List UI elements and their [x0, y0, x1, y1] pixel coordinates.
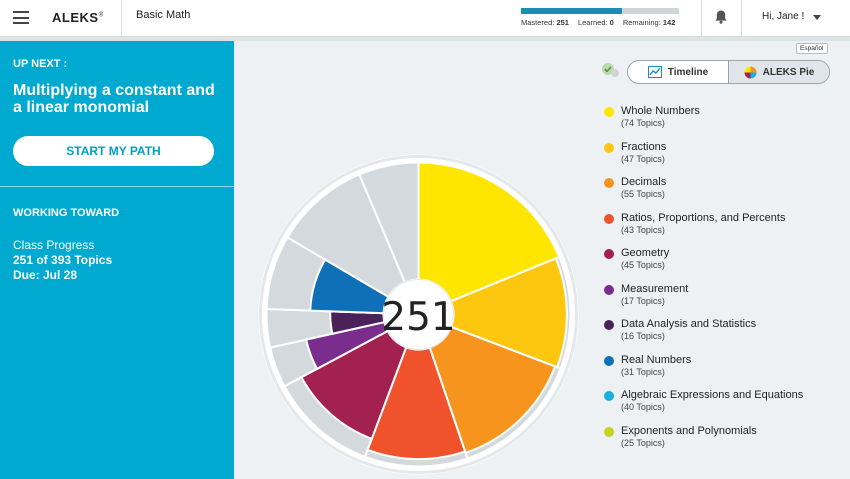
remaining-stat: Remaining: 142	[622, 18, 676, 27]
legend-count: (40 Topics)	[621, 402, 665, 412]
legend-name: Decimals	[621, 176, 667, 188]
header-shadow	[0, 37, 850, 41]
legend-count: (25 Topics)	[621, 437, 665, 448]
legend-name: Exponents and Polynomials	[621, 424, 757, 437]
legend-count: (43 Topics)	[621, 224, 665, 235]
aleks-pie-label: ALEKS Pie	[762, 66, 815, 78]
legend-count: (55 Topics)	[621, 189, 665, 199]
legend-dot	[604, 178, 614, 188]
legend-count: (74 Topics)	[621, 118, 665, 128]
legend-dot	[604, 107, 614, 117]
menu-icon[interactable]	[13, 11, 29, 24]
legend-name: Whole Numbers	[621, 105, 700, 117]
legend-name: Real Numbers	[621, 353, 692, 366]
timeline-label: Timeline	[667, 66, 709, 78]
pie-rim	[259, 155, 578, 474]
class-progress-label: Class Progress	[13, 238, 95, 252]
learned-stat: Learned: 0	[577, 18, 614, 27]
header-divider	[701, 0, 702, 37]
chevron-down-icon[interactable]	[813, 15, 821, 20]
legend-dot	[604, 391, 614, 401]
legend-name: Data Analysis and Statistics	[621, 318, 757, 330]
legend-count: (47 Topics)	[621, 153, 665, 164]
notification-bell-icon[interactable]	[713, 9, 729, 25]
progress-summary: Mastered: 251 Learned: 0 Remaining: 142	[521, 8, 681, 27]
user-menu[interactable]: Hi, Jane !	[762, 11, 805, 22]
header-divider	[741, 0, 742, 37]
due-date: Due: Jul 28	[13, 268, 78, 282]
legend-name: Algebraic Expressions and Equations	[621, 389, 804, 401]
legend-item[interactable]: Exponents and Polynomials (25 Topics)	[604, 425, 803, 461]
legend-dot	[604, 142, 614, 153]
legend-dot	[604, 213, 614, 224]
legend-item[interactable]: Geometry (45 Topics)	[604, 247, 803, 283]
up-next-label: UP NEXT :	[13, 58, 68, 70]
pie-center	[383, 279, 454, 350]
legend-name: Fractions	[621, 140, 667, 153]
legend-name: Ratios, Proportions, and Percents	[621, 211, 786, 224]
legend-count: (16 Topics)	[621, 331, 665, 341]
aleks-pie-chart: 251	[258, 154, 579, 475]
course-title: Basic Math	[136, 9, 191, 21]
header-divider	[121, 0, 122, 37]
progress-bar-fill	[521, 8, 622, 14]
pie-legend: Whole Numbers (74 Topics) Fractions (47 Top…	[604, 105, 803, 460]
legend-count: (17 Topics)	[621, 295, 665, 306]
legend-item[interactable]: Whole Numbers (74 Topics)	[604, 105, 803, 141]
aleks-pie-tab[interactable]: ALEKS Pie	[728, 61, 829, 83]
mastered-stat: Mastered: 251	[521, 18, 569, 27]
top-bar: ALEKS® Basic Math Mastered: 251 Learned:…	[0, 0, 850, 37]
legend-name: Geometry	[621, 247, 670, 259]
view-toggle: Timeline ALEKS Pie	[627, 60, 830, 84]
legend-dot	[604, 355, 614, 366]
sidebar: UP NEXT : Multiplying a constant and a l…	[0, 41, 234, 479]
legend-item[interactable]: Decimals (55 Topics)	[604, 176, 803, 212]
timeline-icon	[647, 66, 662, 78]
legend-dot	[604, 249, 614, 259]
legend-dot	[604, 284, 614, 295]
legend-count: (31 Topics)	[621, 366, 665, 377]
mastered-count: 251	[381, 295, 455, 340]
espanol-button[interactable]: Español	[796, 43, 828, 54]
legend-dot	[604, 426, 614, 437]
class-progress: Class Progress 251 of 393 Topics Due: Ju…	[13, 238, 112, 283]
legend-dot	[604, 320, 614, 330]
next-topic-title: Multiplying a constant and a linear mono…	[13, 82, 215, 116]
start-my-path-button[interactable]: START MY PATH	[13, 136, 214, 166]
legend-item[interactable]: Algebraic Expressions and Equations (40 T…	[604, 389, 803, 425]
legend-item[interactable]: Data Analysis and Statistics (16 Topics)	[604, 318, 803, 354]
legend-item[interactable]: Measurement (17 Topics)	[604, 283, 803, 319]
checklist-icon[interactable]	[601, 62, 621, 78]
progress-bar	[521, 8, 679, 14]
aleks-logo[interactable]: ALEKS®	[52, 10, 104, 25]
legend-name: Measurement	[621, 282, 689, 295]
legend-item[interactable]: Ratios, Proportions, and Percents (43 Top…	[604, 212, 803, 248]
timeline-tab[interactable]: Timeline	[628, 61, 728, 83]
sidebar-divider	[0, 186, 234, 187]
topics-progress: 251 of 393 Topics	[13, 253, 113, 267]
pie-icon	[744, 66, 757, 78]
working-toward-label: WORKING TOWARD	[13, 207, 120, 219]
legend-item[interactable]: Real Numbers (31 Topics)	[604, 354, 803, 390]
legend-count: (45 Topics)	[621, 260, 665, 270]
legend-item[interactable]: Fractions (47 Topics)	[604, 141, 803, 177]
